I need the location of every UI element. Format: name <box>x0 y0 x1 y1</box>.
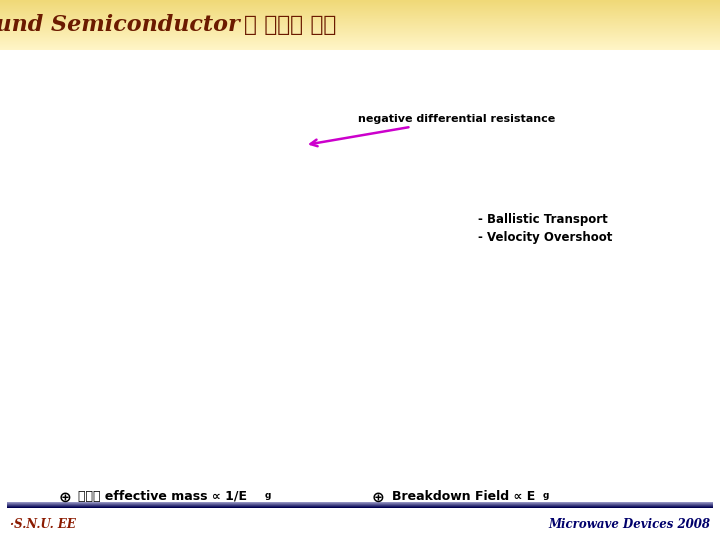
Bar <box>0 47 720 48</box>
Legend: Electrons, Holes: Electrons, Holes <box>364 422 456 457</box>
Bar <box>0 46 720 47</box>
Bar <box>0 40 720 41</box>
Bar <box>0 5 720 6</box>
Text: Ge: Ge <box>285 282 298 292</box>
Text: negative differential resistance: negative differential resistance <box>310 114 555 146</box>
Bar <box>0 19 720 20</box>
Bar <box>7 503 713 504</box>
Bar <box>0 34 720 35</box>
Text: Ge: Ge <box>81 234 94 242</box>
Bar <box>0 22 720 23</box>
Bar <box>0 3 720 4</box>
Text: In.P: In.P <box>192 166 208 175</box>
Text: GaAs: GaAs <box>81 192 104 201</box>
Text: - Ballistic Transport: - Ballistic Transport <box>478 213 608 226</box>
Bar <box>0 30 720 31</box>
Bar <box>0 49 720 50</box>
Bar <box>0 27 720 28</box>
Text: g: g <box>543 491 549 501</box>
Bar <box>0 48 720 49</box>
Text: Ga$_{0.47}$In$_{0.53}$As: Ga$_{0.47}$In$_{0.53}$As <box>81 144 139 156</box>
Bar <box>0 26 720 27</box>
Bar <box>0 1 720 2</box>
Bar <box>0 4 720 5</box>
Text: ·S.N.U. EE: ·S.N.U. EE <box>10 517 76 530</box>
Bar <box>0 35 720 36</box>
Bar <box>0 39 720 40</box>
Bar <box>0 21 720 22</box>
Bar <box>0 25 720 26</box>
Bar <box>0 16 720 17</box>
Bar <box>0 28 720 29</box>
Bar <box>0 37 720 38</box>
Bar <box>7 502 713 503</box>
Bar <box>0 18 720 19</box>
Bar <box>0 41 720 42</box>
Bar <box>0 11 720 12</box>
Bar <box>0 45 720 46</box>
Bar <box>0 15 720 16</box>
Bar <box>7 504 713 505</box>
Bar <box>0 24 720 25</box>
Text: Compound Semiconductor: Compound Semiconductor <box>0 14 240 36</box>
Text: 의 전기적 특성: 의 전기적 특성 <box>244 15 336 35</box>
Bar <box>7 506 713 507</box>
Bar <box>0 23 720 24</box>
Bar <box>0 8 720 9</box>
Text: 전자의 effective mass ∝ 1/E: 전자의 effective mass ∝ 1/E <box>78 490 247 503</box>
Bar <box>7 505 713 506</box>
Text: ⊕: ⊕ <box>58 489 71 504</box>
Bar <box>0 6 720 7</box>
Bar <box>0 31 720 32</box>
Bar <box>0 29 720 30</box>
Bar <box>0 7 720 8</box>
Bar <box>0 2 720 3</box>
Bar <box>7 507 713 508</box>
Bar <box>0 38 720 39</box>
Bar <box>0 44 720 45</box>
Y-axis label: Carrier Drift Velocity (cm/s): Carrier Drift Velocity (cm/s) <box>36 195 46 358</box>
Bar <box>0 13 720 14</box>
Bar <box>0 14 720 15</box>
Bar <box>0 9 720 10</box>
Text: ⊕: ⊕ <box>372 489 384 504</box>
Bar <box>0 10 720 11</box>
Bar <box>0 43 720 44</box>
Text: - Velocity Overshoot: - Velocity Overshoot <box>478 232 613 245</box>
Bar <box>0 17 720 18</box>
Text: Breakdown Field ∝ E: Breakdown Field ∝ E <box>392 490 535 503</box>
Text: g: g <box>265 491 271 501</box>
Bar <box>0 20 720 21</box>
Bar <box>0 42 720 43</box>
Bar <box>0 36 720 37</box>
Bar <box>0 33 720 34</box>
Text: Microwave Devices 2008: Microwave Devices 2008 <box>548 517 710 530</box>
Bar <box>0 0 720 1</box>
Bar <box>0 12 720 13</box>
X-axis label: Electric Field (V/cm): Electric Field (V/cm) <box>205 486 331 496</box>
Text: Si: Si <box>81 400 90 409</box>
Text: Ga$_{0.47}$In$_{0.53}$As: Ga$_{0.47}$In$_{0.53}$As <box>336 238 393 251</box>
Bar <box>0 32 720 33</box>
